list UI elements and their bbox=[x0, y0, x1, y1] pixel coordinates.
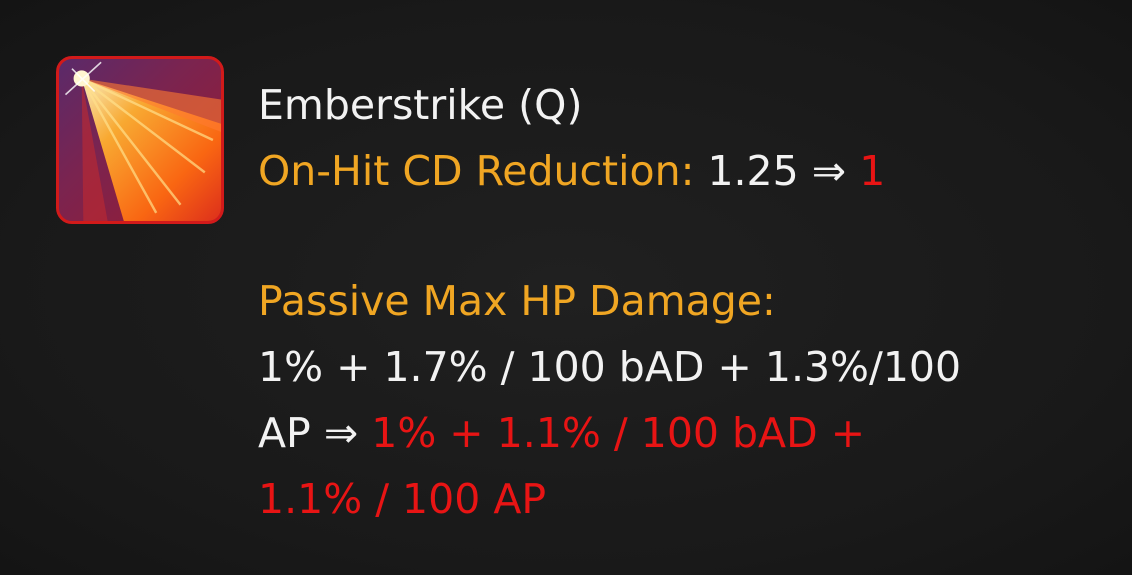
ability-title: Emberstrike (Q) bbox=[258, 81, 583, 129]
stat-label: On-Hit CD Reduction: bbox=[258, 147, 695, 195]
old-value-line-2: AP bbox=[258, 409, 311, 457]
old-value: 1.25 bbox=[707, 147, 799, 195]
new-value-line-2: 1.1% / 100 AP bbox=[258, 475, 547, 523]
new-value-line-1: 1% + 1.1% / 100 bAD + bbox=[371, 409, 866, 457]
arrow-icon: ⇒ bbox=[811, 147, 847, 195]
spacer bbox=[258, 204, 961, 268]
ability-tooltip: Emberstrike (Q) On-Hit CD Reduction: 1.2… bbox=[258, 72, 961, 532]
stat-on-hit-cd-reduction: On-Hit CD Reduction: 1.25 ⇒ 1 bbox=[258, 138, 961, 204]
stat-change-line: AP ⇒ 1% + 1.1% / 100 bAD + bbox=[258, 400, 961, 466]
arrow-icon: ⇒ bbox=[323, 409, 359, 457]
emberstrike-ability-icon bbox=[56, 56, 224, 224]
new-value: 1 bbox=[859, 147, 886, 195]
old-value-line-1: 1% + 1.7% / 100 bAD + 1.3%/100 bbox=[258, 343, 962, 391]
stat-label: Passive Max HP Damage: bbox=[258, 277, 776, 325]
